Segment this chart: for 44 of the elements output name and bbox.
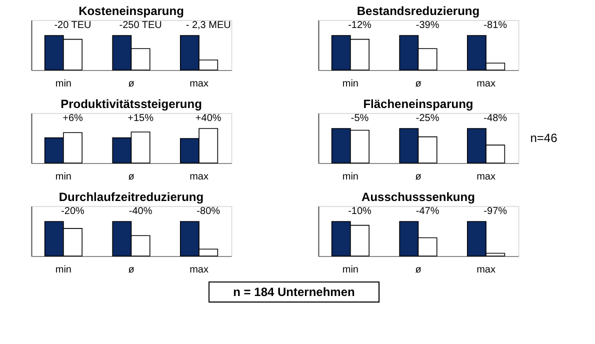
x-tick-label: ø [128,264,134,276]
chart-title: Produktivitätssteigerung [60,97,202,111]
text: -20% [61,206,85,218]
chart-title: Ausschusssenkung [362,190,475,204]
chart-title: Bestandsreduzierung [356,4,480,18]
text: -25% [416,113,440,124]
text: -39% [416,20,440,32]
x-tick-label: max [190,264,208,276]
x-tick-label: min [342,172,358,182]
text: n = 184 Unternehmen [233,285,355,299]
x-tick-label: ø [415,172,422,182]
x-tick-label: ø [128,172,134,182]
x-tick-label: min [342,264,358,276]
x-tick-label: min [55,172,72,182]
x-tick-label: max [476,264,496,276]
text: -40% [128,206,152,218]
chart-title: Flächeneinsparung [363,97,474,111]
x-tick-label: ø [415,264,422,276]
x-tick-label: min [55,264,72,276]
text: -20 TEU [54,20,92,32]
text: -81% [484,20,508,32]
text: +40% [195,113,222,124]
text: -250 TEU [119,20,162,32]
text: -48% [484,113,508,124]
x-tick-label: min [55,78,72,90]
chart-title: Durchlaufzeitreduzierung [58,190,204,204]
text: - 2,3 MEU [186,20,231,32]
x-tick-label: max [476,172,496,182]
x-tick-label: ø [128,78,134,90]
text: -12% [348,20,372,32]
chart-title: Kosteneinsparung [78,4,184,18]
text: -80% [196,206,220,218]
text: -10% [348,206,372,218]
text: +15% [128,113,154,124]
x-tick-label: min [342,78,358,90]
text: +6% [62,113,84,124]
x-tick-label: max [190,78,208,90]
text: -97% [484,206,508,218]
x-tick-label: ø [415,78,422,90]
text: -47% [416,206,440,218]
text: -5% [350,113,369,124]
x-tick-label: max [476,78,496,90]
x-tick-label: max [190,172,208,182]
text: n=46 [530,131,558,145]
